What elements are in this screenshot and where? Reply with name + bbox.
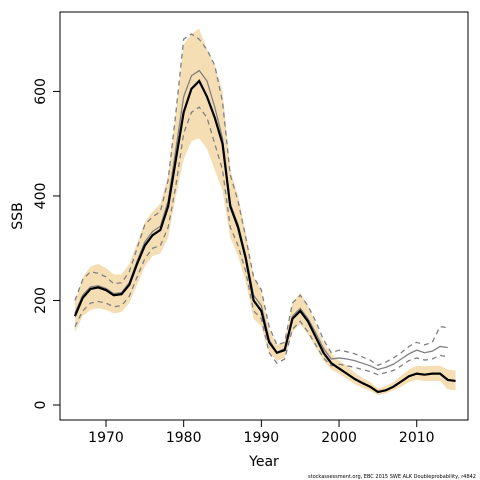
confidence-band [74, 28, 456, 396]
plot-box [59, 11, 469, 421]
series-line [74, 106, 448, 376]
x-axis-label: Year [248, 454, 279, 470]
y-axis-label: SSB [10, 202, 26, 229]
x-tick-label: 1970 [88, 430, 124, 446]
y-tick-label: 400 [33, 183, 49, 210]
footnote: stockassessment.org, EBC 2015 SWE ALK Do… [308, 474, 476, 480]
x-tick-label: 2000 [321, 430, 357, 446]
x-tick-label: 2010 [399, 430, 435, 446]
y-tick-label: 600 [33, 78, 49, 105]
y-tick-label: 200 [33, 287, 49, 314]
y-tick-label: 0 [33, 401, 49, 410]
series-line [73, 79, 456, 394]
series-line [74, 33, 448, 367]
x-tick-label: 1980 [166, 430, 202, 446]
x-tick-label: 1990 [244, 430, 280, 446]
